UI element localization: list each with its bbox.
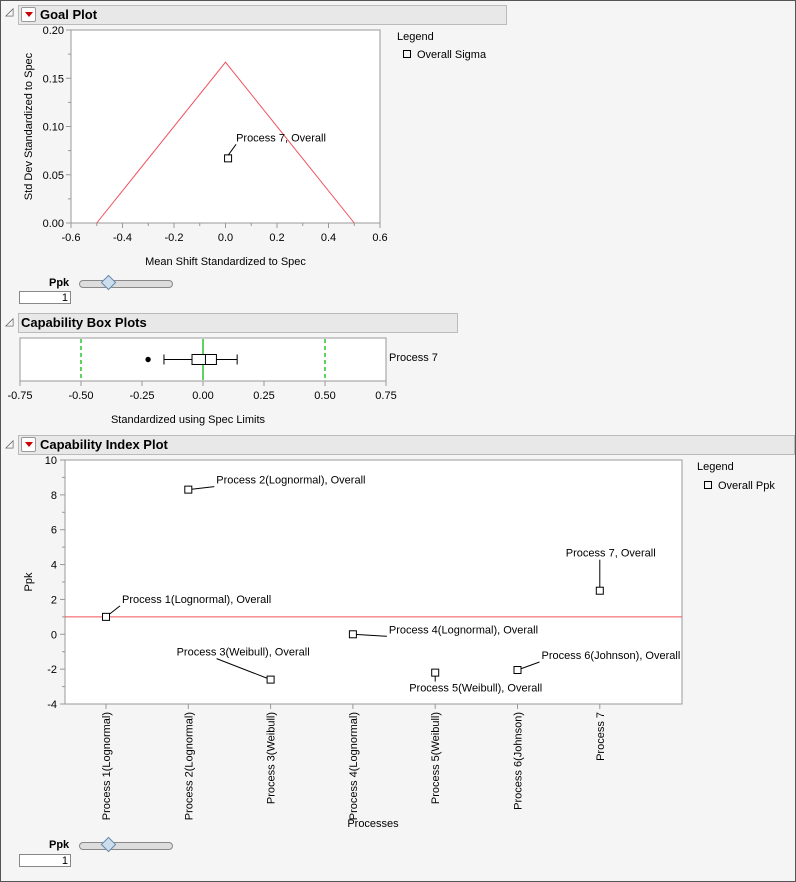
- y-tick-label: 0.05: [43, 170, 64, 182]
- y-tick-label: 8: [51, 490, 57, 502]
- x-tick-label: -0.6: [62, 232, 81, 244]
- x-axis-label: Processes: [347, 818, 399, 830]
- index-ppk-input[interactable]: 1: [19, 854, 71, 867]
- index-legend-item[interactable]: Overall Ppk: [704, 480, 775, 492]
- x-tick-label: 0.75: [375, 390, 396, 402]
- x-tick-label: Process 1(Lognormal): [101, 712, 113, 820]
- index-legend-title: Legend: [697, 461, 734, 473]
- y-tick-label: 0: [51, 629, 57, 641]
- box-row-label: Process 7: [389, 352, 438, 364]
- y-tick-label: 2: [51, 594, 57, 606]
- y-tick-label: 0.15: [43, 73, 64, 85]
- red-triangle-menu-icon[interactable]: [21, 437, 36, 453]
- x-tick-label: Process 7: [595, 712, 607, 761]
- label-leader: [216, 658, 271, 681]
- x-tick-label: -0.50: [68, 390, 93, 402]
- section-title: Capability Box Plots: [21, 315, 147, 330]
- slider-thumb[interactable]: [100, 274, 116, 291]
- legend-label: Overall Sigma: [417, 49, 487, 61]
- x-tick-label: -0.2: [165, 232, 184, 244]
- point-label: Process 7, Overall: [566, 548, 656, 560]
- y-tick-label: -2: [47, 664, 57, 676]
- goal-ppk-slider[interactable]: [79, 274, 173, 291]
- y-tick-label: 0.10: [43, 122, 64, 134]
- x-axis-label: Standardized using Spec Limits: [111, 414, 266, 426]
- point-label: Process 1(Lognormal), Overall: [122, 594, 271, 606]
- outlier-point: [145, 356, 151, 363]
- data-point: [431, 668, 440, 677]
- x-tick-label: Process 2(Lognormal): [183, 712, 195, 820]
- box-plots-header[interactable]: Capability Box Plots: [18, 313, 458, 333]
- label-leader: [352, 633, 387, 637]
- data-point: [513, 666, 522, 675]
- label-leader: [227, 144, 237, 156]
- x-tick-label: 0.25: [253, 390, 274, 402]
- y-axis-label: Std Dev Standardized to Spec: [23, 52, 35, 200]
- square-marker-icon: [704, 481, 712, 489]
- index-plot-header[interactable]: Capability Index Plot: [18, 435, 795, 455]
- x-tick-label: -0.25: [129, 390, 154, 402]
- y-tick-label: 10: [45, 455, 57, 467]
- data-point: [224, 154, 233, 163]
- y-axis-label: Ppk: [23, 572, 35, 591]
- data-point: [102, 612, 110, 621]
- box: [191, 354, 217, 365]
- disclosure-icon[interactable]: ◿: [5, 316, 14, 328]
- x-tick-label: Process 5(Weibull): [430, 712, 442, 804]
- point-label: Process 5(Weibull), Overall: [409, 683, 542, 695]
- x-tick-label: 0.00: [192, 390, 213, 402]
- y-tick-label: 0.00: [43, 218, 64, 230]
- point-label: Process 3(Weibull), Overall: [177, 647, 310, 659]
- label-leader: [188, 486, 215, 491]
- disclosure-icon[interactable]: ◿: [5, 438, 14, 450]
- box-plot-chart: -0.75 -0.50 -0.25 0.00 0.25 0.50 0.75 Standardi…: [7, 337, 397, 426]
- x-tick-label: 0.0: [218, 232, 233, 244]
- x-tick-label: Process 6(Johnson): [513, 712, 525, 810]
- x-tick-label: -0.4: [113, 232, 132, 244]
- x-tick-label: -0.75: [7, 390, 32, 402]
- goal-legend-title: Legend: [397, 31, 434, 43]
- x-tick-label: Process 4(Lognormal): [348, 712, 360, 820]
- point-label: Process 7, Overall: [236, 132, 326, 144]
- point-label: Process 2(Lognormal), Overall: [216, 475, 365, 487]
- ppk-label: Ppk: [49, 839, 70, 851]
- data-point: [348, 630, 357, 639]
- x-tick-label: 0.50: [314, 390, 335, 402]
- goal-plot-header[interactable]: Goal Plot: [18, 5, 507, 25]
- plot-frame: [70, 29, 381, 224]
- data-point: [184, 485, 193, 494]
- legend-label: Overall Ppk: [718, 480, 775, 492]
- square-marker-icon: [403, 50, 411, 58]
- y-tick-label: 6: [51, 525, 57, 537]
- x-tick-label: 0.6: [372, 232, 387, 244]
- disclosure-icon[interactable]: ◿: [5, 6, 14, 18]
- data-point: [595, 586, 604, 595]
- slider-thumb[interactable]: [100, 836, 116, 853]
- plot-frame: [64, 459, 683, 705]
- ppk-goal-line: [96, 61, 355, 224]
- x-tick-label: 0.2: [269, 232, 284, 244]
- red-triangle-menu-icon[interactable]: [21, 7, 36, 23]
- data-point: [266, 675, 275, 684]
- x-tick-label: 0.4: [321, 232, 336, 244]
- goal-legend-item[interactable]: Overall Sigma: [403, 49, 486, 61]
- goal-ppk-input[interactable]: 1: [19, 291, 71, 304]
- section-title: Capability Index Plot: [40, 437, 168, 452]
- point-label: Process 4(Lognormal), Overall: [389, 624, 538, 636]
- x-tick-label: Process 3(Weibull): [266, 712, 278, 804]
- index-ppk-slider[interactable]: [79, 836, 173, 853]
- goal-plot-chart: -0.6 -0.4 -0.2 0.0 0.2 0.4 0.6 0.00 0.05 0.10 0.15…: [23, 25, 388, 268]
- point-label: Process 6(Johnson), Overall: [542, 650, 681, 662]
- y-tick-label: 4: [51, 560, 57, 572]
- ppk-label: Ppk: [49, 277, 70, 289]
- y-tick-label: 0.20: [43, 25, 64, 37]
- x-axis-label: Mean Shift Standardized to Spec: [145, 256, 306, 268]
- y-tick-label: -4: [47, 699, 57, 711]
- section-title: Goal Plot: [40, 7, 98, 22]
- index-plot-chart: -4 -2 0 2 4 6 8 10 Process 1(Lognormal) Process 2…: [23, 455, 683, 830]
